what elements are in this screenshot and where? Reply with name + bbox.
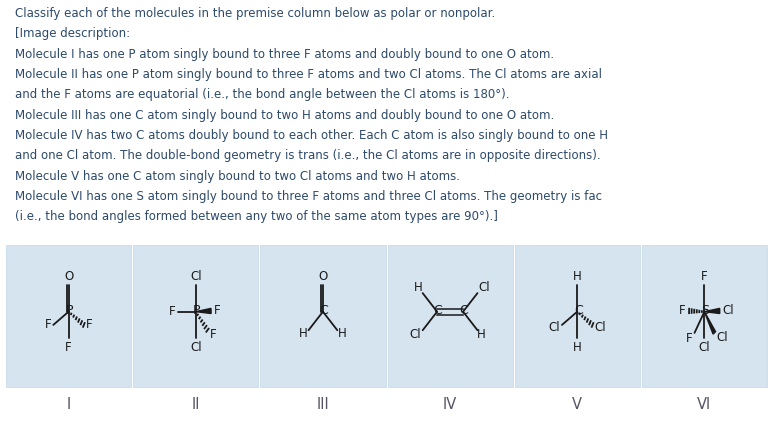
Text: H: H [573, 340, 581, 353]
Text: F: F [679, 304, 686, 317]
FancyBboxPatch shape [387, 246, 512, 387]
Text: Cl: Cl [722, 304, 734, 317]
Text: H: H [299, 326, 308, 339]
Text: I: I [66, 397, 70, 412]
Text: Cl: Cl [190, 340, 202, 353]
Text: Cl: Cl [717, 331, 728, 344]
Text: Cl: Cl [594, 321, 606, 334]
Text: C: C [319, 304, 329, 317]
Text: II: II [192, 397, 200, 412]
Text: III: III [316, 397, 329, 412]
Text: H: H [414, 281, 423, 294]
Text: Cl: Cl [190, 270, 202, 283]
Text: and the F atoms are equatorial (i.e., the bond angle between the Cl atoms is 180: and the F atoms are equatorial (i.e., th… [15, 88, 510, 101]
Text: Molecule III has one C atom singly bound to two H atoms and doubly bound to one : Molecule III has one C atom singly bound… [15, 109, 555, 122]
Polygon shape [704, 312, 716, 334]
Text: Cl: Cl [548, 321, 560, 334]
FancyBboxPatch shape [261, 246, 386, 387]
Text: O: O [318, 270, 328, 283]
FancyBboxPatch shape [642, 246, 767, 387]
Text: P: P [66, 304, 73, 317]
Text: V: V [572, 397, 582, 412]
Text: Molecule VI has one S atom singly bound to three F atoms and three Cl atoms. The: Molecule VI has one S atom singly bound … [15, 190, 602, 203]
Text: Classify each of the molecules in the premise column below as polar or nonpolar.: Classify each of the molecules in the pr… [15, 7, 495, 20]
Text: (i.e., the bond angles formed between any two of the same atom types are 90°).]: (i.e., the bond angles formed between an… [15, 210, 499, 223]
Text: H: H [477, 328, 486, 341]
Polygon shape [704, 308, 720, 313]
Text: C: C [460, 304, 468, 317]
Text: and one Cl atom. The double-bond geometry is trans (i.e., the Cl atoms are in op: and one Cl atom. The double-bond geometr… [15, 149, 601, 162]
Text: IV: IV [443, 397, 457, 412]
Text: F: F [686, 332, 693, 345]
Text: F: F [214, 304, 220, 317]
Text: [Image description:: [Image description: [15, 27, 131, 40]
Text: P: P [193, 304, 200, 317]
Text: S: S [701, 304, 710, 317]
Text: Cl: Cl [478, 281, 490, 294]
Text: H: H [573, 270, 581, 283]
Text: F: F [169, 305, 175, 318]
Text: Molecule I has one P atom singly bound to three F atoms and doubly bound to one : Molecule I has one P atom singly bound t… [15, 48, 554, 61]
FancyBboxPatch shape [133, 246, 258, 387]
Text: F: F [86, 318, 92, 331]
Text: F: F [45, 318, 52, 331]
Text: Molecule IV has two C atoms doubly bound to each other. Each C atom is also sing: Molecule IV has two C atoms doubly bound… [15, 129, 608, 142]
Text: VI: VI [697, 397, 711, 412]
Text: H: H [338, 326, 347, 339]
Text: Cl: Cl [699, 340, 710, 353]
Text: C: C [434, 304, 442, 317]
FancyBboxPatch shape [6, 246, 131, 387]
FancyBboxPatch shape [515, 246, 640, 387]
Text: C: C [574, 304, 583, 317]
Text: Cl: Cl [410, 328, 421, 341]
Polygon shape [196, 308, 211, 313]
Text: Molecule II has one P atom singly bound to three F atoms and two Cl atoms. The C: Molecule II has one P atom singly bound … [15, 68, 602, 81]
Text: Molecule V has one C atom singly bound to two Cl atoms and two H atoms.: Molecule V has one C atom singly bound t… [15, 170, 461, 183]
Text: F: F [210, 328, 216, 341]
Text: F: F [701, 270, 708, 283]
Text: F: F [65, 340, 72, 353]
Text: O: O [64, 270, 73, 283]
